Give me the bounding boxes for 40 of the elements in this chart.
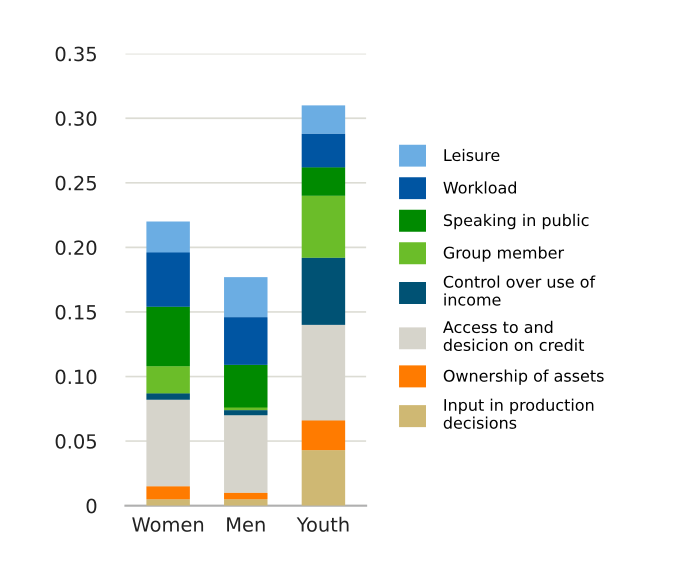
legend-label: Workload: [443, 181, 516, 194]
bar: [224, 492, 268, 500]
bar: [224, 317, 268, 365]
bar: [146, 306, 190, 366]
legend-label: Ownership of assets: [444, 369, 604, 385]
y-tick-label: 0.10: [56, 369, 96, 384]
legend-label: Speaking in public: [444, 214, 588, 230]
y-tick-label: 0.30: [56, 111, 96, 126]
x-tick-label: Women: [132, 517, 204, 532]
bar: [302, 258, 346, 325]
bar: [224, 410, 268, 416]
legend-label: Access to and desicion on credit: [443, 320, 584, 352]
bar: [302, 450, 346, 506]
legend-label: Input in production decisions: [444, 398, 594, 429]
y-tick-label: 0.25: [56, 176, 96, 190]
x-tick-label: Youth: [296, 516, 348, 532]
bar: [146, 499, 190, 506]
y-tick-label: 0.05: [56, 434, 96, 449]
bar: [224, 364, 268, 408]
bar: [302, 196, 346, 258]
y-tick-label: 0.35: [56, 46, 96, 62]
bar: [302, 420, 346, 450]
bar: [146, 486, 190, 500]
bar: [224, 499, 268, 506]
x-tick-label: Men: [227, 517, 265, 532]
bar: [224, 277, 268, 318]
bar: [224, 408, 268, 410]
bar: [302, 105, 346, 134]
bar: [146, 252, 190, 307]
bar: [146, 366, 190, 394]
bar: [302, 134, 346, 168]
legend-label: Control over use of income: [444, 275, 596, 306]
y-tick-label: 0.15: [56, 304, 96, 320]
bar: [302, 167, 346, 196]
bar: [146, 222, 190, 253]
legend-label: Group member: [444, 246, 564, 262]
y-tick-label: 0: [86, 498, 96, 514]
legend-label: Leisure: [444, 148, 500, 162]
bar: [146, 393, 190, 400]
y-tick-label: 0.20: [56, 240, 96, 256]
